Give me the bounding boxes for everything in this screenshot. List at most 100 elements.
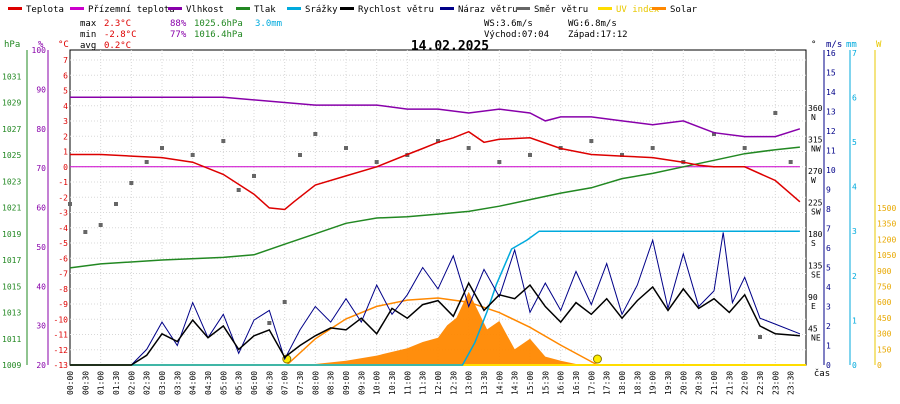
legend-swatch-solar — [652, 7, 666, 10]
legend-label-teplota: Teplota — [26, 5, 64, 15]
tick-temp: 7 — [63, 56, 68, 65]
tick-dir-label: E — [811, 302, 816, 311]
tick-dir-value: 360 — [808, 104, 823, 113]
tick-w: 1200 — [877, 235, 896, 244]
tick-pct: 100 — [32, 46, 47, 55]
legend-label-pocit: Přízemní teplota — [88, 5, 175, 15]
tick-time: 06:00 — [250, 371, 259, 395]
sunrise: Východ:07:04 — [484, 30, 549, 40]
tick-time: 00:00 — [66, 371, 75, 395]
series-smer-point — [83, 230, 88, 234]
tick-temp: 5 — [63, 87, 68, 96]
tick-time: 23:30 — [787, 371, 796, 395]
tick-pct: 30 — [36, 322, 46, 331]
tick-hpa: 1031 — [2, 72, 21, 81]
tick-hpa: 1017 — [2, 256, 21, 265]
series-smer-point — [344, 146, 348, 150]
axis-title-hpa: hPa — [4, 40, 20, 50]
stats-hum: 88% — [170, 19, 187, 29]
tick-time: 03:30 — [173, 371, 182, 395]
tick-time: 20:30 — [695, 371, 704, 395]
tick-time: 15:30 — [541, 371, 550, 395]
tick-dir-value: 225 — [808, 199, 823, 208]
tick-temp: -5 — [58, 239, 68, 248]
tick-dir-label: SW — [811, 208, 821, 217]
tick-time: 18:30 — [633, 371, 642, 395]
axis-title-pct: % — [38, 40, 44, 50]
series-srazky — [70, 230, 800, 366]
tick-temp: -13 — [54, 361, 69, 370]
legend-swatch-naraz — [440, 7, 454, 10]
tick-ms: 8 — [826, 205, 831, 214]
tick-time: 05:30 — [235, 371, 244, 395]
tick-mm: 7 — [852, 49, 857, 58]
tick-mm: 5 — [852, 138, 857, 147]
tick-mm: 1 — [852, 316, 857, 325]
tick-time: 22:00 — [741, 371, 750, 395]
tick-time: 18:00 — [618, 371, 627, 395]
tick-temp: 1 — [63, 148, 68, 157]
tick-hpa: 1025 — [2, 151, 21, 160]
tick-ms: 10 — [826, 166, 836, 175]
stats-label: min — [80, 30, 96, 40]
sunset: Západ:17:12 — [568, 30, 628, 40]
tick-time: 07:30 — [296, 371, 305, 395]
tick-w: 600 — [877, 298, 892, 307]
tick-time: 20:00 — [679, 371, 688, 395]
tick-hpa: 1009 — [2, 361, 21, 370]
tick-pct: 20 — [36, 361, 46, 370]
legend-swatch-srazky — [287, 7, 301, 10]
legend-swatch-smer — [516, 7, 530, 10]
tick-time: 04:30 — [204, 371, 213, 395]
axis-title-dir: ° — [811, 40, 816, 50]
tick-hpa: 1021 — [2, 204, 21, 213]
axis-title-mm: mm — [846, 40, 857, 50]
tick-time: 16:00 — [557, 371, 566, 395]
tick-ms: 5 — [826, 264, 831, 273]
stats-press: 1025.6hPa — [194, 19, 243, 29]
legend-label-naraz: Náraz větru — [458, 5, 518, 15]
tick-w: 900 — [877, 267, 892, 276]
tick-time: 22:30 — [756, 371, 765, 395]
tick-time: 21:00 — [710, 371, 719, 395]
tick-time: 02:30 — [143, 371, 152, 395]
series-smer-point — [282, 300, 287, 304]
tick-temp: -8 — [58, 285, 68, 294]
series-naraz — [70, 232, 801, 366]
series-rychlost — [70, 281, 800, 366]
tick-mm: 3 — [852, 227, 857, 236]
tick-pct: 80 — [36, 125, 46, 134]
legend-swatch-teplota — [8, 7, 22, 10]
stats-label: max — [80, 19, 97, 29]
tick-dir-value: 270 — [808, 167, 823, 176]
legend-swatch-uv — [598, 7, 612, 10]
tick-temp: -1 — [58, 178, 68, 187]
series-smer-point — [773, 111, 778, 115]
tick-mm: 6 — [852, 93, 857, 102]
tick-time: 01:00 — [97, 371, 106, 395]
tick-dir-value: 90 — [808, 293, 818, 302]
tick-ms: 15 — [826, 69, 836, 78]
tick-time: 10:30 — [388, 371, 397, 395]
series-smer-point — [528, 153, 532, 157]
tick-dir-label: S — [811, 239, 816, 248]
series-smer-point — [160, 146, 164, 150]
tick-time: 14:30 — [511, 371, 520, 395]
series-teplota — [70, 130, 801, 211]
tick-ms: 4 — [826, 283, 831, 292]
sun-marker — [592, 354, 602, 364]
tick-time: 13:00 — [465, 371, 474, 395]
tick-time: 17:00 — [587, 371, 596, 395]
tick-temp: -3 — [58, 209, 68, 218]
axis-title-degc: °C — [58, 40, 69, 50]
stats-temp: -2.8°C — [104, 30, 137, 40]
series-smer-point — [221, 139, 226, 143]
series-smer-point — [712, 132, 716, 136]
tick-time: 08:00 — [311, 371, 320, 395]
tick-time: 21:30 — [725, 371, 734, 395]
tick-ms: 12 — [826, 127, 836, 136]
tick-pct: 50 — [36, 243, 46, 252]
tick-time: 03:00 — [158, 371, 167, 395]
tick-time: 19:00 — [649, 371, 658, 395]
